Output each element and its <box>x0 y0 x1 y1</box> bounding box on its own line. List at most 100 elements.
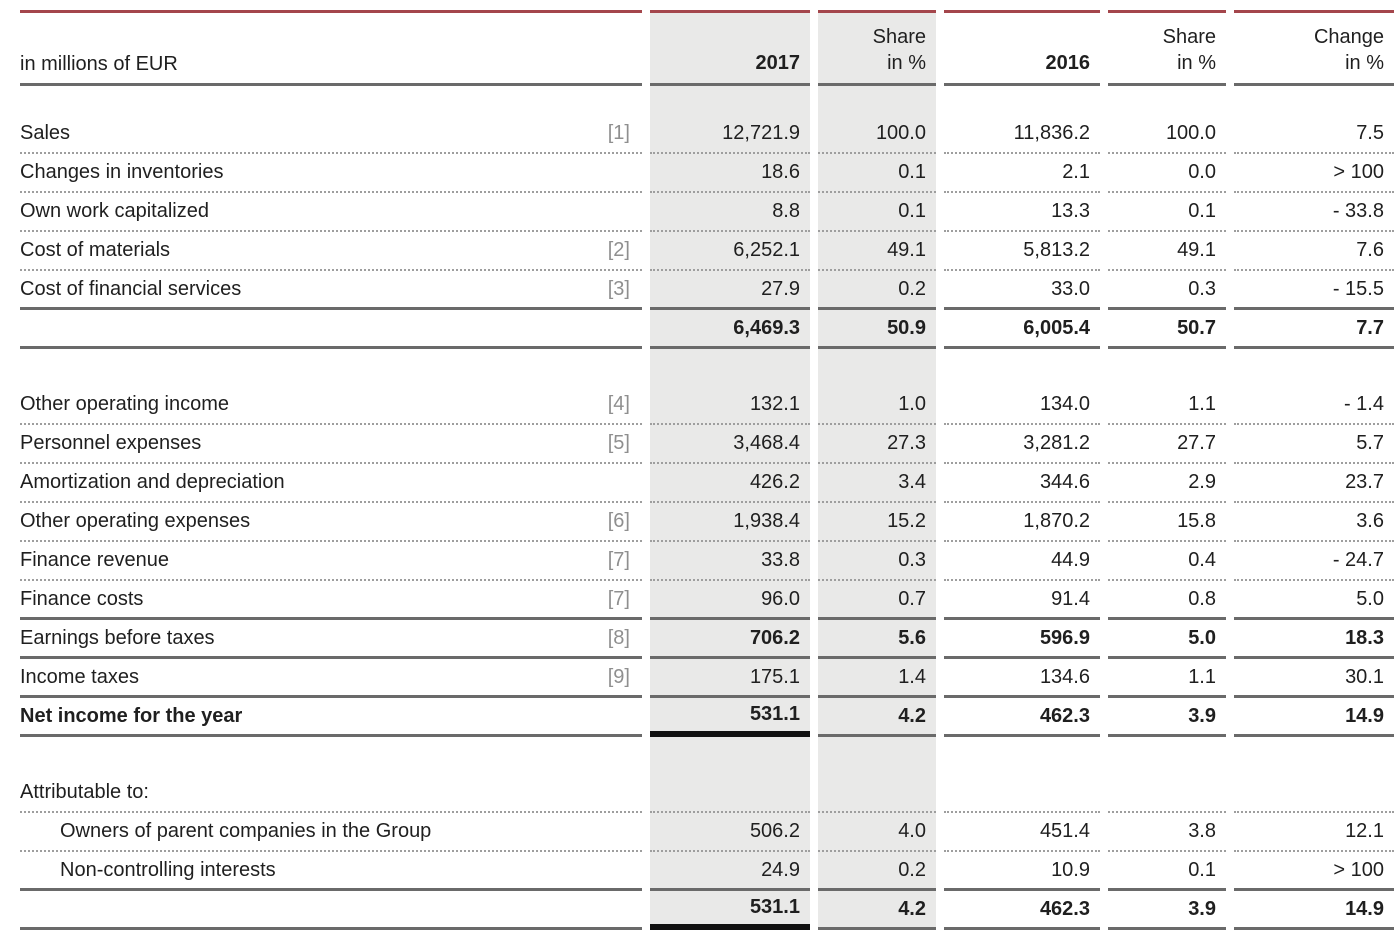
row-other-operating-expenses: Other operating expenses [6] 1,938.4 15.2… <box>20 503 1394 542</box>
row-label: Attributable to: <box>20 774 642 813</box>
note-ref: [2] <box>607 239 630 261</box>
cell-2017: 3,468.4 <box>650 425 810 464</box>
note-ref: [7] <box>607 587 630 610</box>
cell-2016: 462.3 <box>944 698 1100 737</box>
cell-2016: 6,005.4 <box>944 310 1100 349</box>
cell-share-2017: 0.1 <box>818 193 936 232</box>
row-label: Personnel expenses [5] <box>20 425 642 464</box>
cell-2016: 2.1 <box>944 154 1100 193</box>
cell-share-2017: 4.2 <box>818 891 936 930</box>
cell-2017: 27.9 <box>650 271 810 310</box>
col-header-share-2017: Share in % <box>818 10 936 86</box>
row-cost-of-financial-services: Cost of financial services [3] 27.9 0.2 3… <box>20 271 1394 310</box>
cell-2017: 531.1 <box>650 891 810 930</box>
cell-2017: 18.6 <box>650 154 810 193</box>
note-ref: [7] <box>607 549 630 571</box>
cell-2017: 706.2 <box>650 620 810 659</box>
row-label <box>20 310 642 349</box>
cell-change: 5.7 <box>1234 425 1394 464</box>
cell-2016: 10.9 <box>944 852 1100 891</box>
cell-2016: 11,836.2 <box>944 115 1100 154</box>
row-label <box>20 891 642 930</box>
row-attributable-to: Attributable to: <box>20 774 1394 813</box>
row-owners-of-parent: Owners of parent companies in the Group … <box>20 813 1394 852</box>
row-other-operating-income: Other operating income [4] 132.1 1.0 134.… <box>20 386 1394 425</box>
row-finance-revenue: Finance revenue [7] 33.8 0.3 44.9 0.4 - 2… <box>20 542 1394 581</box>
cell-2017: 132.1 <box>650 386 810 425</box>
cell-share-2016: 0.4 <box>1108 542 1226 581</box>
cell-change: > 100 <box>1234 154 1394 193</box>
cell-change: 7.5 <box>1234 115 1394 154</box>
cell-2017: 8.8 <box>650 193 810 232</box>
cell-share-2017 <box>818 774 936 813</box>
row-label: Non-controlling interests <box>20 852 642 891</box>
row-label: Cost of materials [2] <box>20 232 642 271</box>
cell-share-2016: 0.1 <box>1108 852 1226 891</box>
cell-share-2016: 0.3 <box>1108 271 1226 310</box>
cell-share-2017: 1.0 <box>818 386 936 425</box>
spacer-row <box>20 349 1394 386</box>
row-amortization-depreciation: Amortization and depreciation 426.2 3.4 … <box>20 464 1394 503</box>
col-header-2017: 2017 <box>650 10 810 86</box>
cell-2016: 462.3 <box>944 891 1100 930</box>
cell-2017: 426.2 <box>650 464 810 503</box>
row-label: Other operating income [4] <box>20 386 642 425</box>
cell-2016: 5,813.2 <box>944 232 1100 271</box>
row-label: Net income for the year <box>20 698 642 737</box>
table-header-row: in millions of EUR 2017 Share in % 2016 S… <box>20 10 1394 86</box>
cell-share-2016: 0.0 <box>1108 154 1226 193</box>
cell-2016: 91.4 <box>944 581 1100 620</box>
cell-share-2017: 27.3 <box>818 425 936 464</box>
cell-share-2017: 49.1 <box>818 232 936 271</box>
cell-change: > 100 <box>1234 852 1394 891</box>
cell-2017: 33.8 <box>650 542 810 581</box>
cell-share-2016 <box>1108 774 1226 813</box>
row-label: Other operating expenses [6] <box>20 503 642 542</box>
cell-share-2017: 4.2 <box>818 698 936 737</box>
row-label: Earnings before taxes [8] <box>20 620 642 659</box>
cell-share-2016: 3.9 <box>1108 698 1226 737</box>
cell-2016: 451.4 <box>944 813 1100 852</box>
cell-change: 7.6 <box>1234 232 1394 271</box>
cell-share-2016: 27.7 <box>1108 425 1226 464</box>
cell-2017: 531.1 <box>650 698 810 737</box>
cell-change: - 33.8 <box>1234 193 1394 232</box>
cell-share-2016: 0.8 <box>1108 581 1226 620</box>
unit-label: in millions of EUR <box>20 10 642 86</box>
cell-share-2016: 49.1 <box>1108 232 1226 271</box>
cell-change: 18.3 <box>1234 620 1394 659</box>
cell-2016: 3,281.2 <box>944 425 1100 464</box>
cell-2017: 12,721.9 <box>650 115 810 154</box>
row-changes-in-inventories: Changes in inventories 18.6 0.1 2.1 0.0 … <box>20 154 1394 193</box>
row-label: Own work capitalized <box>20 193 642 232</box>
cell-2017: 506.2 <box>650 813 810 852</box>
row-earnings-before-taxes: Earnings before taxes [8] 706.2 5.6 596.9… <box>20 620 1394 659</box>
cell-change: - 1.4 <box>1234 386 1394 425</box>
cell-change: 23.7 <box>1234 464 1394 503</box>
row-sales: Sales [1] 12,721.9 100.0 11,836.2 100.0 7… <box>20 115 1394 154</box>
cell-2017 <box>650 774 810 813</box>
note-ref: [4] <box>607 393 630 415</box>
cell-2016: 33.0 <box>944 271 1100 310</box>
col-header-share-2016: Share in % <box>1108 10 1226 86</box>
cell-share-2016: 15.8 <box>1108 503 1226 542</box>
col-header-change: Change in % <box>1234 10 1394 86</box>
cell-share-2016: 0.1 <box>1108 193 1226 232</box>
cell-change: - 24.7 <box>1234 542 1394 581</box>
cell-change: - 15.5 <box>1234 271 1394 310</box>
spacer-row <box>20 86 1394 115</box>
row-label: Amortization and depreciation <box>20 464 642 503</box>
cell-share-2016: 50.7 <box>1108 310 1226 349</box>
cell-share-2016: 1.1 <box>1108 659 1226 698</box>
col-header-2016: 2016 <box>944 10 1100 86</box>
cell-2016: 1,870.2 <box>944 503 1100 542</box>
cell-share-2017: 1.4 <box>818 659 936 698</box>
cell-2016: 44.9 <box>944 542 1100 581</box>
row-net-income: Net income for the year 531.1 4.2 462.3 … <box>20 698 1394 737</box>
cell-2017: 24.9 <box>650 852 810 891</box>
cell-2016: 344.6 <box>944 464 1100 503</box>
row-label: Sales [1] <box>20 115 642 154</box>
cell-change <box>1234 774 1394 813</box>
cell-2016: 134.6 <box>944 659 1100 698</box>
